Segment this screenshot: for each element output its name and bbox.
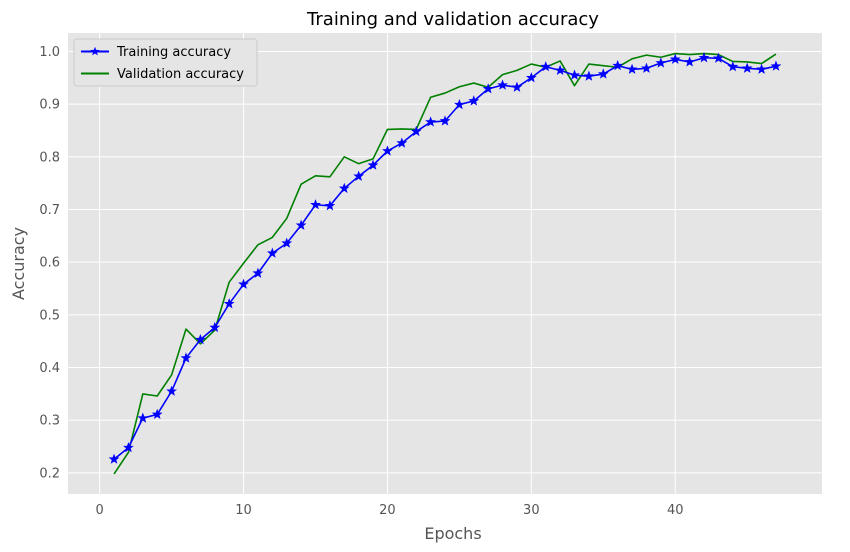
- x-tick-label: 40: [667, 503, 684, 518]
- training-accuracy-point: [310, 199, 321, 210]
- x-tick-label: 0: [96, 503, 104, 518]
- training-accuracy-point: [684, 56, 695, 67]
- legend-box: [73, 38, 258, 87]
- y-tick-label: 0.7: [39, 203, 60, 218]
- training-accuracy-point: [756, 63, 767, 74]
- training-accuracy-point: [367, 159, 379, 170]
- training-accuracy-point: [223, 298, 235, 309]
- legend-label-validation: Validation accuracy: [117, 67, 244, 82]
- training-accuracy-point: [238, 278, 249, 289]
- training-accuracy-point: [655, 57, 667, 68]
- training-accuracy-point: [137, 412, 149, 423]
- training-accuracy-point: [266, 247, 278, 258]
- training-accuracy-point: [497, 79, 508, 90]
- training-accuracy-point: [554, 64, 566, 75]
- training-accuracy-point: [454, 98, 465, 110]
- training-accuracy-point: [295, 219, 307, 230]
- validation-accuracy-line: [113, 52, 777, 475]
- training-accuracy-point: [382, 145, 393, 156]
- training-accuracy-point: [180, 352, 192, 363]
- legend-label-training: Training accuracy: [116, 45, 231, 60]
- training-accuracy-point: [166, 385, 177, 396]
- series-layer: [108, 52, 782, 475]
- training-accuracy-point: [252, 267, 264, 278]
- training-accuracy-point: [482, 83, 494, 94]
- x-tick-label: 30: [523, 503, 540, 518]
- training-accuracy-point: [741, 62, 753, 73]
- training-accuracy-point: [410, 125, 422, 137]
- training-accuracy-point: [713, 52, 724, 63]
- training-accuracy-point: [353, 170, 365, 181]
- training-accuracy-point: [468, 95, 480, 106]
- legend: Training accuracy Validation accuracy: [73, 38, 258, 87]
- training-accuracy-point: [151, 408, 163, 420]
- training-accuracy-point: [583, 70, 595, 81]
- x-axis-label: Epochs: [424, 524, 481, 543]
- y-tick-label: 0.9: [39, 98, 60, 113]
- training-accuracy-point: [511, 81, 523, 92]
- x-tick-label: 20: [379, 503, 396, 518]
- plot-background: [68, 33, 822, 494]
- training-accuracy-point: [123, 441, 134, 453]
- training-accuracy-point: [396, 137, 408, 148]
- y-axis-label: Accuracy: [9, 227, 28, 300]
- grid-lines: [68, 33, 822, 494]
- training-accuracy-point: [597, 68, 609, 79]
- tick-labels: 0 10 20 30 40 0.2 0.3 0.4 0.5 0.6 0.7 0.8 0.9 1.0: [39, 45, 683, 518]
- y-tick-label: 0.5: [39, 308, 60, 323]
- y-tick-label: 1.0: [39, 45, 60, 60]
- y-tick-label: 0.4: [39, 361, 60, 376]
- training-accuracy-point: [770, 60, 782, 71]
- training-accuracy-point: [439, 115, 451, 126]
- chart-title: Training and validation accuracy: [306, 9, 599, 30]
- y-tick-label: 0.8: [39, 150, 60, 165]
- training-accuracy-point: [698, 52, 710, 63]
- training-accuracy-point: [281, 237, 293, 248]
- y-tick-label: 0.3: [39, 414, 60, 429]
- training-accuracy-point: [641, 62, 652, 73]
- training-accuracy-point: [324, 200, 336, 211]
- y-tick-label: 0.2: [39, 466, 60, 481]
- training-accuracy-point: [195, 333, 206, 345]
- training-accuracy-point: [425, 116, 436, 127]
- training-accuracy-point: [540, 61, 552, 72]
- legend-marker-training: [90, 46, 100, 56]
- training-accuracy-point: [338, 182, 350, 194]
- x-tick-label: 10: [235, 503, 252, 518]
- training-accuracy-point: [209, 321, 221, 333]
- training-accuracy-point: [612, 60, 624, 71]
- training-accuracy-point: [108, 453, 120, 464]
- training-accuracy-point: [525, 72, 537, 83]
- training-accuracy-point: [727, 61, 739, 72]
- training-accuracy-point: [569, 69, 580, 80]
- y-tick-label: 0.6: [39, 256, 60, 271]
- training-accuracy-point: [669, 53, 681, 64]
- training-accuracy-point: [626, 63, 638, 74]
